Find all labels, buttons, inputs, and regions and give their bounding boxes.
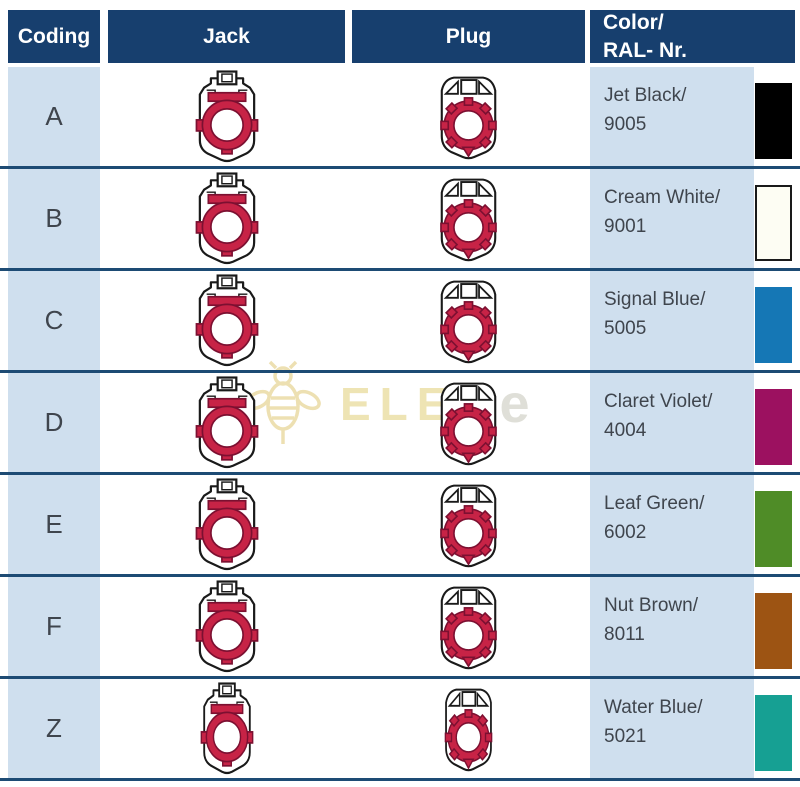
plug-diagram-cell: [352, 679, 585, 778]
color-name: Jet Black/: [604, 85, 687, 106]
color-swatch: [755, 83, 792, 159]
plug-connector-icon: [439, 76, 498, 160]
color-swatch: [755, 185, 792, 261]
ral-number: 6002: [604, 522, 647, 544]
color-cell: Nut Brown/8011: [590, 577, 754, 676]
table-row: A Jet Black/9005: [0, 67, 800, 169]
color-swatch: [755, 491, 792, 567]
header-jack-label: Jack: [203, 24, 250, 48]
jack-connector-icon: [194, 172, 259, 265]
color-cell: Leaf Green/6002: [590, 475, 754, 574]
plug-connector-icon: [439, 178, 498, 262]
color-name: Claret Violet/: [604, 391, 713, 412]
header-cell-color: Color/ RAL- Nr.: [590, 10, 795, 63]
jack-connector-icon: [194, 376, 259, 469]
coding-letter: C: [44, 305, 64, 335]
color-cell: Signal Blue/5005: [590, 271, 754, 370]
coding-cell: B: [8, 169, 100, 268]
coding-cell: C: [8, 271, 100, 370]
table-row: E Leaf Green/6002: [0, 475, 800, 577]
plug-connector-icon: [439, 484, 498, 568]
ral-number: 5021: [604, 726, 647, 748]
coding-letter: D: [44, 407, 64, 437]
color-swatch: [755, 695, 792, 771]
jack-diagram-cell: [108, 271, 345, 370]
color-name: Signal Blue/: [604, 289, 706, 310]
header-cell-plug: Plug: [352, 10, 585, 63]
plug-connector-icon: [439, 586, 498, 670]
ral-number: 5005: [604, 318, 647, 340]
header-plug-label: Plug: [445, 24, 492, 48]
table-row: F Nut Brown/8011: [0, 577, 800, 679]
coding-letter: Z: [46, 713, 62, 743]
color-name: Cream White/: [604, 187, 721, 208]
table-row: Z Water Blue/5021: [0, 679, 800, 781]
jack-connector-icon: [199, 682, 254, 775]
coding-letter: E: [45, 509, 63, 539]
header-color-label-line2: RAL- Nr.: [603, 38, 687, 62]
ral-number: 4004: [604, 420, 647, 442]
jack-diagram-cell: [108, 169, 345, 268]
table-body: A Jet Black/9005 B Cream White/9001 C Si…: [0, 67, 800, 781]
coding-letter: B: [45, 203, 63, 233]
jack-diagram-cell: [108, 577, 345, 676]
ral-number: 9001: [604, 216, 647, 238]
color-name: Nut Brown/: [604, 595, 698, 616]
header-coding-label: Coding: [17, 24, 91, 48]
coding-cell: D: [8, 373, 100, 472]
plug-connector-icon: [444, 688, 493, 772]
jack-diagram-cell: [108, 373, 345, 472]
ral-number: 8011: [604, 624, 645, 646]
jack-diagram-cell: [108, 67, 345, 166]
plug-diagram-cell: [352, 577, 585, 676]
coding-letter: F: [46, 611, 62, 641]
jack-diagram-cell: [108, 475, 345, 574]
plug-connector-icon: [439, 382, 498, 466]
plug-diagram-cell: [352, 475, 585, 574]
jack-diagram-cell: [108, 679, 345, 778]
color-swatch: [755, 287, 792, 363]
table-row: B Cream White/9001: [0, 169, 800, 271]
plug-connector-icon: [439, 280, 498, 364]
coding-cell: A: [8, 67, 100, 166]
jack-connector-icon: [194, 478, 259, 571]
color-cell: Jet Black/9005: [590, 67, 754, 166]
header-cell-jack: Jack: [108, 10, 345, 63]
plug-diagram-cell: [352, 67, 585, 166]
jack-connector-icon: [194, 70, 259, 163]
coding-cell: E: [8, 475, 100, 574]
color-cell: Water Blue/5021: [590, 679, 754, 778]
ral-number: 9005: [604, 114, 647, 136]
table-row: D Claret Violet/4004: [0, 373, 800, 475]
color-cell: Claret Violet/4004: [590, 373, 754, 472]
coding-letter: A: [45, 101, 63, 131]
header-cell-coding: Coding: [8, 10, 100, 63]
table-header: Coding Jack Plug Color/ RAL- Nr.: [0, 10, 800, 63]
coding-cell: F: [8, 577, 100, 676]
color-swatch: [755, 389, 792, 465]
jack-connector-icon: [194, 580, 259, 673]
plug-diagram-cell: [352, 169, 585, 268]
header-color-label-line1: Color/: [603, 11, 664, 35]
table-row: C Signal Blue/5005: [0, 271, 800, 373]
color-name: Water Blue/: [604, 697, 703, 718]
color-name: Leaf Green/: [604, 493, 705, 514]
color-swatch: [755, 593, 792, 669]
jack-connector-icon: [194, 274, 259, 367]
coding-cell: Z: [8, 679, 100, 778]
color-cell: Cream White/9001: [590, 169, 754, 268]
plug-diagram-cell: [352, 373, 585, 472]
plug-diagram-cell: [352, 271, 585, 370]
